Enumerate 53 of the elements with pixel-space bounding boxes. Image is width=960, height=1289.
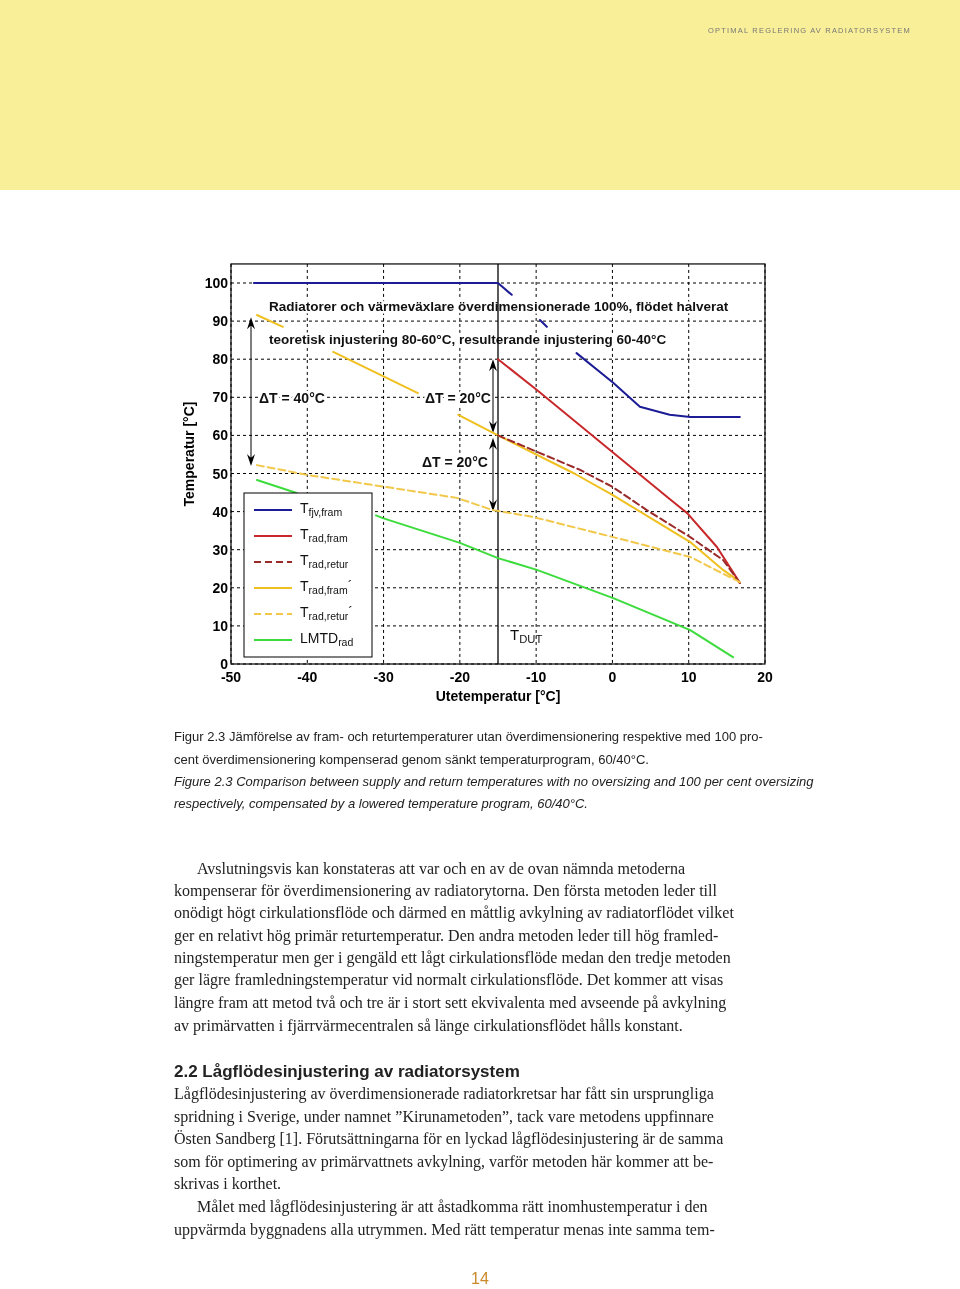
legend-label: T$_{rad,fram}$´ (300, 578, 353, 597)
y-tick-label: 90 (212, 313, 229, 330)
line-series (497, 434, 741, 584)
y-axis-title: Temperatur [°C] (181, 401, 197, 507)
y-tick-label: 50 (212, 465, 229, 482)
text: 14 (471, 1270, 489, 1287)
x-tick-label: -30 (373, 669, 394, 685)
text: skrivas i korthet. (174, 1175, 282, 1192)
text: spridning i Sverige, under namnet ”Kirunametoden”, tack vare metodens uppfinnare (174, 1108, 714, 1126)
text: 2.2 Lågflödesinjustering av radiatorsystem (174, 1062, 520, 1081)
text: längre fram att metod två och tre är i stort sett ekvivalenta med avseende på avkylning (174, 994, 727, 1012)
text: av primärvatten i fjärrvärmecentralen så länge cirkulationsflödet hålls konstant. (174, 1017, 683, 1035)
text: respectively, compensated by a lowered temperature program, 60/40°C. (174, 796, 588, 811)
text: Avslutningsvis kan konstateras att var och en av de ovan nämnda metoderna (197, 860, 686, 878)
y-tick-label: 80 (212, 351, 229, 368)
legend-label: LMTD$_{rad}$ (300, 630, 354, 649)
legend-label: T$_{fjv,fram}$ (300, 500, 343, 519)
y-tick-label: 20 (212, 579, 229, 596)
legend-label: T$_{rad,retur}$´ (300, 604, 353, 623)
y-tick-label: 0 (220, 656, 229, 672)
text: kompenserar för överdimensionering av radiatorytorna. Den första metoden leder till (174, 882, 718, 900)
x-tick-label: -20 (449, 669, 471, 685)
x-tick-label: -40 (297, 669, 318, 685)
x-axis-title: Utetemperatur [°C] (435, 688, 561, 704)
x-tick-label: -50 (220, 669, 242, 685)
text: Östen Sandberg [1]. Förutsättningarna för en lyckad lågflödesinjustering är de samma (174, 1130, 724, 1148)
caption: Figure 2.3 Comparison between supply and return temperatures with no oversizing and 100 per cent oversizing (174, 774, 815, 789)
text: Lågflödesinjustering av överdimensionerade radiatorkretsar har fått sin ursprungliga (174, 1085, 714, 1103)
y-tick-label: 60 (212, 427, 229, 444)
text: onödigt högt cirkulationsflöde och därmed en måttlig avkylning av radiatorflödet vilket (174, 904, 735, 922)
y-tick-label: 30 (212, 541, 229, 558)
text: uppvärmda byggnadens alla utrymmen. Med rätt temperatur menas inte samma tem- (174, 1221, 715, 1239)
text: cent överdimensionering kompenserad genom sänkt temperaturprogram, 60/40°C. (174, 752, 649, 767)
text: ger lägre framledningstemperatur vid normalt cirkulationsflöde. Det kommer att visas (174, 971, 724, 989)
legend-label: T$_{rad,fram}$ (300, 526, 348, 545)
text: ger en relativt hög primär returtemperatur. Den andra metoden leder till hög framled- (174, 927, 719, 945)
annotation: ΔT = 20°C (425, 390, 491, 406)
text: Figur 2.3 Jämförelse av fram- och returtemperaturer utan överdimensionering respektive med 100 pro- (174, 729, 763, 744)
x-tick-label: 10 (680, 669, 697, 685)
text: ningstemperatur men ger i gengäld ett lågt cirkulationsflöde medan den tredje metoden (174, 949, 731, 967)
ref-line-label: T$_{DUT}$ (510, 626, 543, 646)
x-tick-label: -10 (526, 669, 547, 685)
y-tick-label: 10 (212, 617, 229, 634)
text: Målet med lågflödesinjustering är att åstadkomma rätt inomhustemperatur i den (197, 1198, 708, 1216)
text: som för optimering av primärvattnets avkylning, varför metoden här kommer att be- (174, 1153, 714, 1171)
y-tick-label: 40 (212, 503, 229, 520)
y-tick-label: 100 (204, 275, 229, 291)
annotation: ΔT = 40°C (259, 390, 325, 406)
annotation: ΔT = 20°C (422, 454, 488, 470)
x-tick-label: 0 (608, 669, 617, 685)
x-tick-label: 20 (757, 669, 773, 685)
y-tick-label: 70 (212, 389, 229, 406)
legend-label: T$_{rad,retur}$ (300, 552, 349, 571)
